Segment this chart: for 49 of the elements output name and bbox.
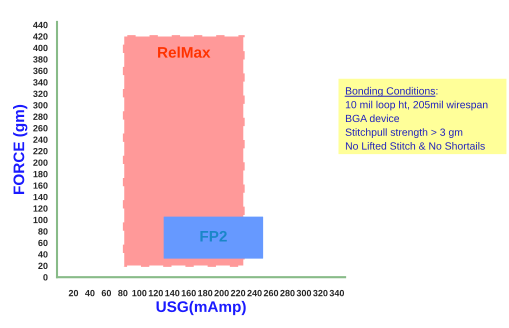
- x-tick-label: 180: [198, 290, 212, 296]
- series-label: RelMax: [158, 46, 210, 58]
- y-tick-label: 380: [33, 56, 48, 63]
- x-tick-label: 240: [247, 290, 262, 296]
- x-tick-label: 280: [280, 290, 295, 296]
- x-tick-label: 20: [68, 290, 78, 296]
- y-tick-label: 120: [33, 205, 48, 212]
- y-tick-label: 420: [33, 33, 48, 40]
- y-axis-title: FORCE (gm): [13, 104, 28, 194]
- text: BGA device: [346, 114, 400, 122]
- y-tick-label: 240: [33, 136, 48, 143]
- x-tick-label: 220: [230, 290, 246, 296]
- series-label: FP2: [200, 230, 227, 242]
- text: Bonding Conditions:: [346, 86, 438, 97]
- x-tick-label: 100: [132, 290, 146, 296]
- y-tick-label: 100: [33, 216, 48, 224]
- y-tick-label: 280: [33, 114, 48, 120]
- x-tick-label: 120: [148, 290, 163, 296]
- x-tick-label: 80: [118, 290, 128, 296]
- y-tick-label: 360: [33, 68, 48, 74]
- y-tick-label: 160: [33, 182, 48, 189]
- x-tick-label: 260: [264, 290, 278, 296]
- x-axis-title: USG(mAmp): [156, 300, 246, 316]
- y-tick-label: 340: [33, 79, 48, 86]
- x-tick-label: 340: [330, 290, 344, 296]
- y-tick-label: 140: [33, 194, 48, 200]
- y-tick-label: 180: [33, 170, 48, 178]
- y-tick-label: 320: [33, 90, 48, 98]
- text: Stitchpull strength > 3 gm: [346, 128, 462, 138]
- x-tick-label: 40: [85, 290, 95, 296]
- x-tick-label: 200: [214, 290, 229, 296]
- x-tick-label: 140: [165, 290, 180, 296]
- text: No Lifted Stitch & No Shortails: [346, 142, 485, 150]
- y-tick-label: 220: [33, 148, 48, 154]
- text: 10 mil loop ht, 205mil wirespan: [346, 100, 488, 110]
- y-tick-label: 400: [33, 44, 48, 52]
- x-tick-label: 160: [182, 290, 196, 296]
- y-tick-label: 0: [43, 274, 48, 281]
- y-tick-label: 20: [38, 262, 48, 270]
- x-tick-label: 320: [313, 290, 328, 296]
- y-tick-label: 300: [33, 102, 48, 108]
- y-tick-label: 60: [38, 240, 48, 246]
- y-tick-label: 260: [33, 125, 48, 132]
- x-tick-label: 60: [102, 290, 112, 296]
- y-tick-label: 200: [33, 159, 48, 166]
- y-tick-label: 80: [38, 228, 48, 235]
- y-tick-label: 40: [38, 251, 48, 258]
- x-tick-label: 300: [296, 290, 312, 296]
- y-tick-label: 440: [33, 22, 48, 28]
